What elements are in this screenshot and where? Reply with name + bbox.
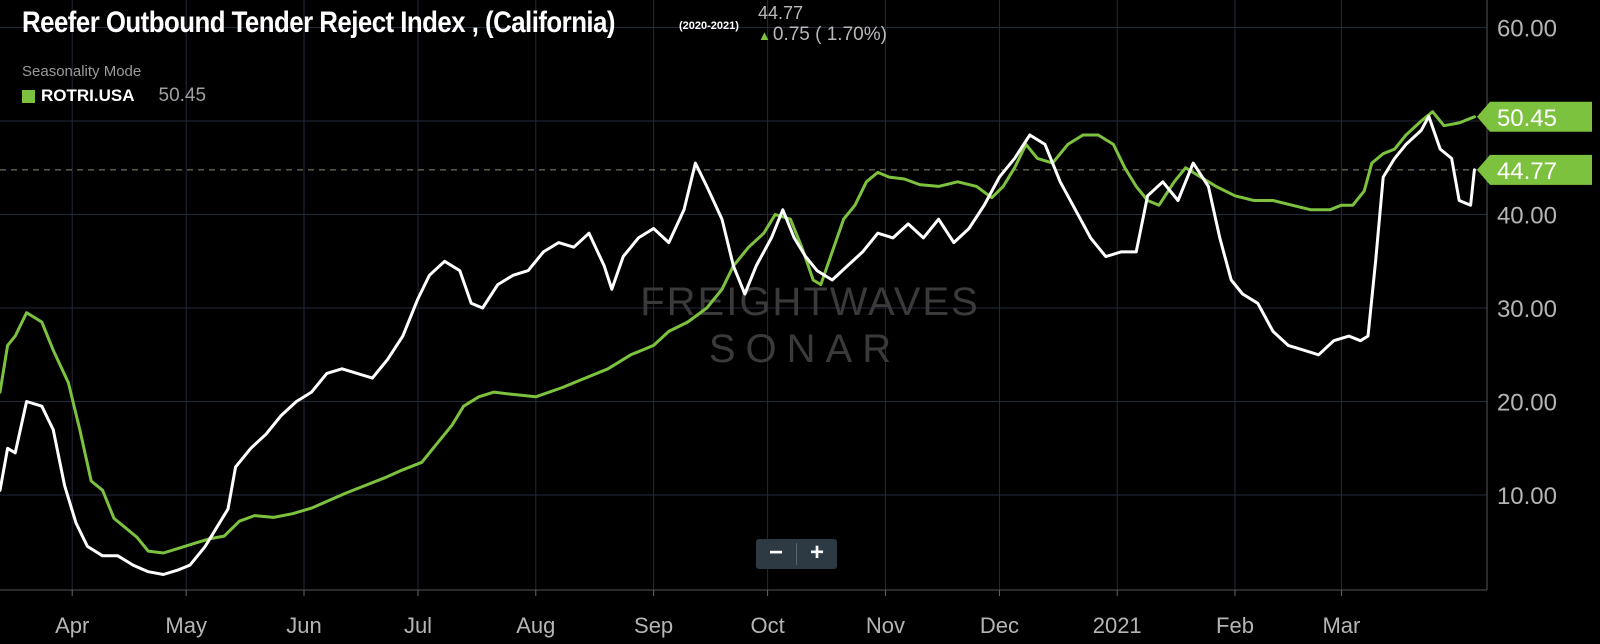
x-tick-label: Dec xyxy=(980,613,1019,638)
end-label-text: 50.45 xyxy=(1497,105,1557,132)
legend[interactable]: ROTRI.USA 50.45 xyxy=(22,85,206,107)
series-line-california xyxy=(0,114,1476,576)
watermark-freightwaves: FREIGHTWAVES xyxy=(640,280,980,324)
zoom-in-button[interactable]: + xyxy=(809,539,824,566)
end-labels: 50.45 44.77 xyxy=(1477,101,1592,185)
y-tick-label: 30.00 xyxy=(1497,296,1557,323)
end-value-label: 50.45 xyxy=(1477,101,1592,132)
x-tick-label: Jul xyxy=(404,613,432,638)
y-tick-label: 60.00 xyxy=(1497,16,1557,43)
current-value: 44.77 xyxy=(758,3,804,23)
y-tick-label: 10.00 xyxy=(1497,483,1557,510)
chart-grid xyxy=(0,0,1487,590)
x-tick-label: Nov xyxy=(866,613,905,638)
x-axis: Apr May Jun Jul Aug Sep Oct Nov Dec 2021 Feb Mar xyxy=(0,589,1487,638)
x-tick-label: May xyxy=(165,613,207,638)
y-tick-label: 40.00 xyxy=(1497,203,1557,230)
legend-series-value: 50.45 xyxy=(158,85,207,106)
end-label-text: 44.77 xyxy=(1497,158,1557,185)
chart-header: Reefer Outbound Tender Reject Index , (C… xyxy=(22,6,712,40)
zoom-control: − + xyxy=(756,539,837,569)
legend-series-name: ROTRI.USA xyxy=(41,86,135,105)
x-tick-label: Apr xyxy=(55,613,89,638)
watermark: FREIGHTWAVES SONAR xyxy=(640,280,980,371)
legend-swatch xyxy=(22,89,35,103)
x-tick-label: Mar xyxy=(1322,613,1360,638)
up-arrow-icon: ▲ xyxy=(758,28,771,43)
chart-title: Reefer Outbound Tender Reject Index , (C… xyxy=(22,6,616,39)
series-group xyxy=(0,110,1476,576)
zoom-divider xyxy=(796,543,797,565)
change-value: 0.75 ( 1.70%) xyxy=(772,24,887,45)
x-tick-label: 2021 xyxy=(1093,613,1142,638)
x-tick-label: Feb xyxy=(1216,613,1254,638)
title-years: (2020-2021) xyxy=(679,20,739,32)
x-tick-label: Jun xyxy=(286,613,321,638)
series-line-rotri-usa xyxy=(0,110,1476,555)
change-readout: ▲ 0.75 ( 1.70%) xyxy=(758,24,887,46)
x-tick-label: Aug xyxy=(516,613,555,638)
x-tick-label: Sep xyxy=(634,613,673,638)
zoom-out-button[interactable]: − xyxy=(768,539,783,566)
seasonality-mode-label: Seasonality Mode xyxy=(22,63,142,80)
end-label-flag xyxy=(1477,154,1592,185)
x-tick-label: Oct xyxy=(750,613,784,638)
watermark-sonar: SONAR xyxy=(709,327,901,371)
end-label-flag xyxy=(1477,101,1592,132)
end-value-label: 44.77 xyxy=(1477,154,1592,185)
y-tick-label: 20.00 xyxy=(1497,390,1557,417)
